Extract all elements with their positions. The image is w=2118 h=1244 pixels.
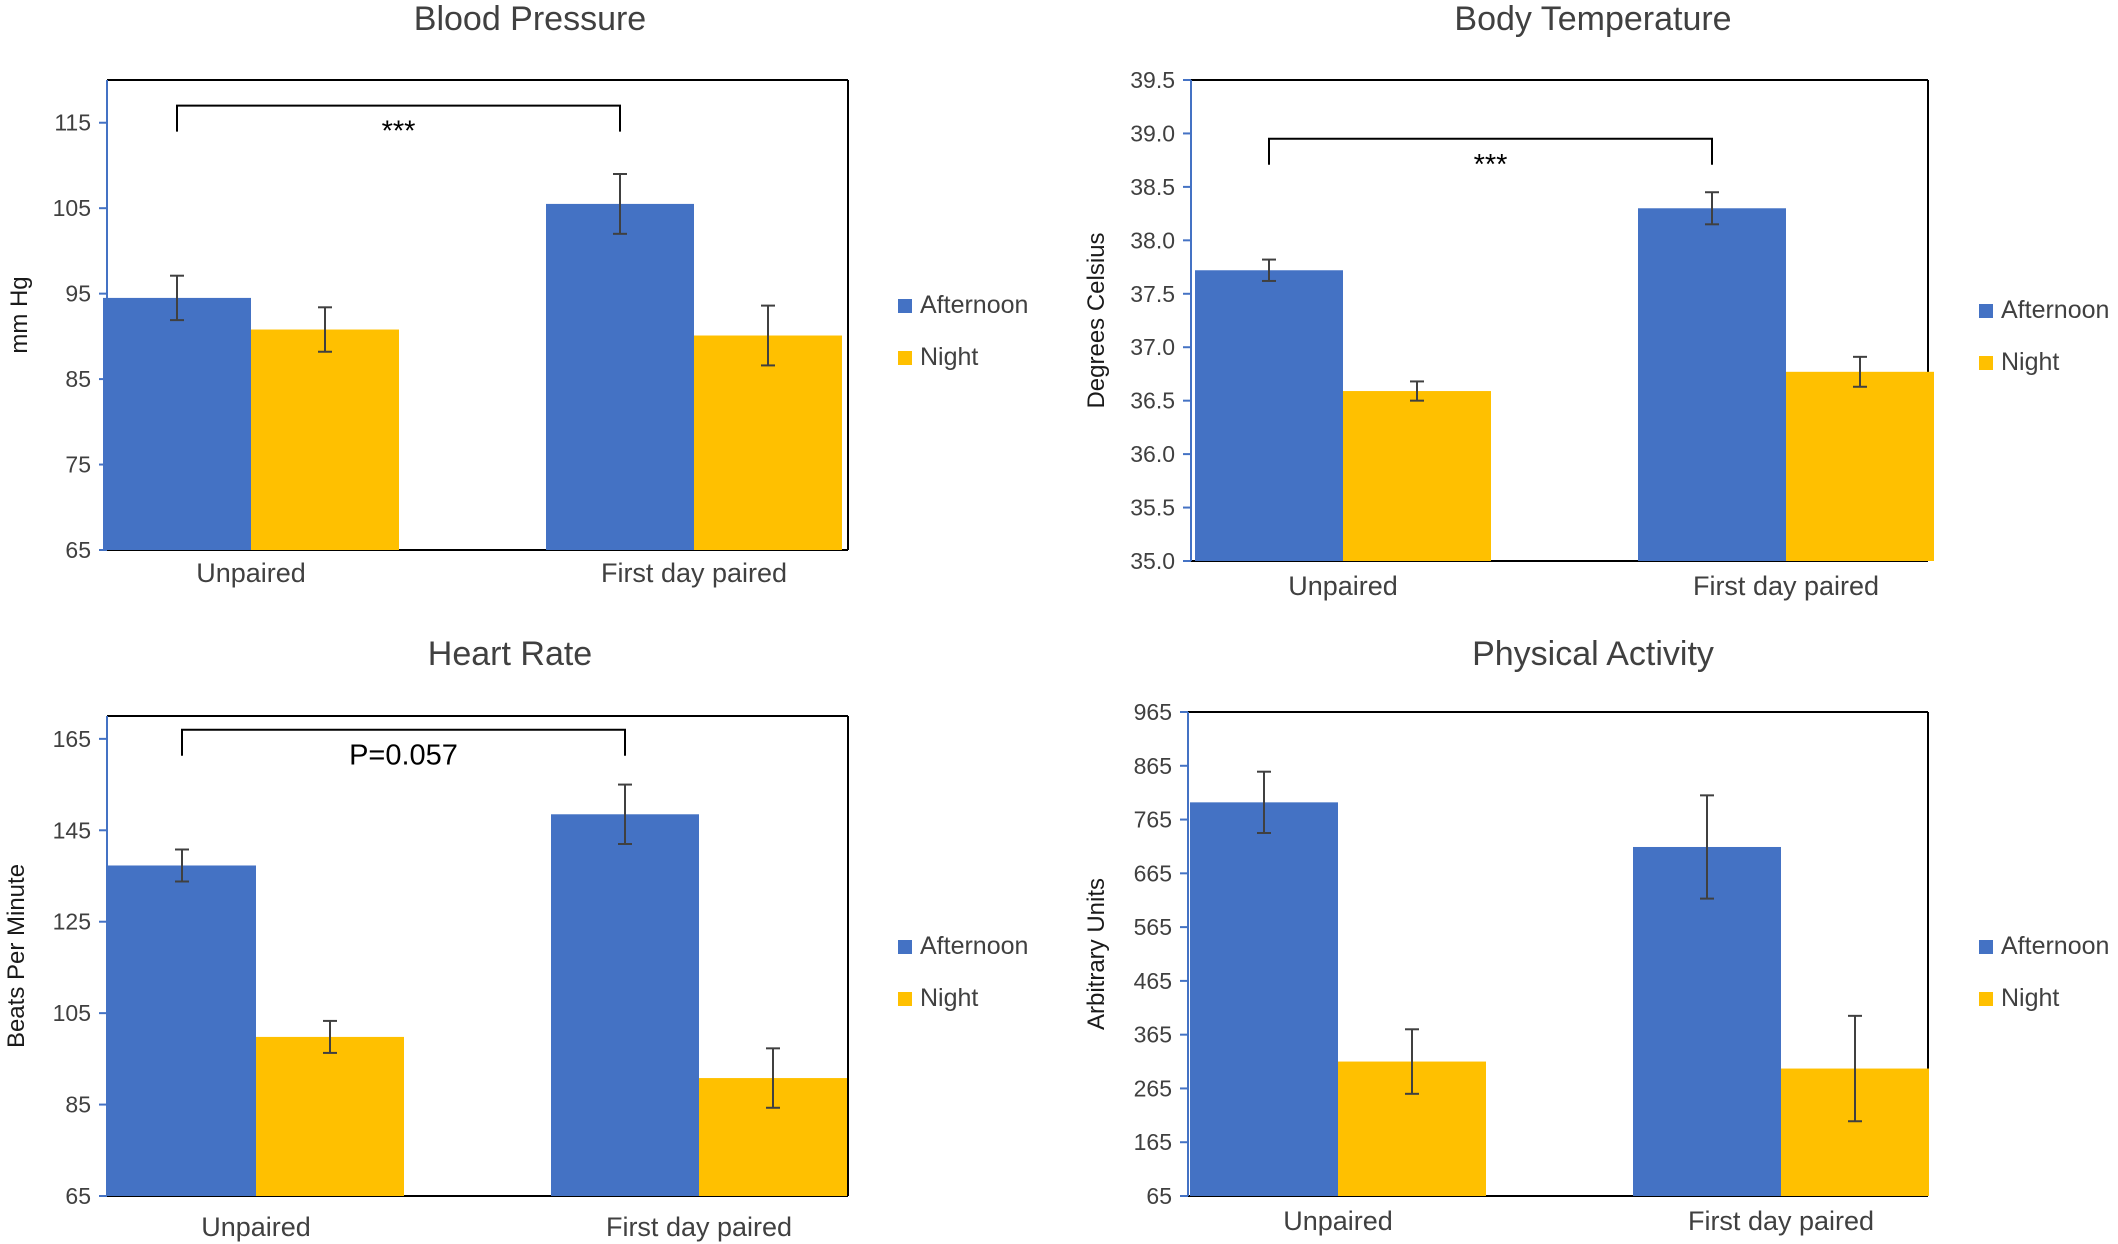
- significance-label: ***: [382, 116, 416, 148]
- y-tick-label: 37.0: [1130, 334, 1175, 360]
- legend-label-afternoon: Afternoon: [920, 291, 1028, 319]
- significance-bracket: [176, 104, 621, 132]
- y-tick-label: 85: [65, 366, 91, 392]
- y-tick-label: 265: [1134, 1075, 1172, 1101]
- chart-title: Body Temperature: [1454, 0, 1731, 38]
- y-tick-label: 35.5: [1130, 495, 1175, 521]
- x-category-label: First day paired: [1688, 1206, 1874, 1236]
- bar-afternoon-1: [1638, 208, 1786, 561]
- y-tick-label: 38.5: [1130, 174, 1175, 200]
- y-tick-label: 36.0: [1130, 441, 1175, 467]
- bar-afternoon-0: [1195, 270, 1343, 561]
- x-category-label: Unpaired: [196, 558, 306, 588]
- legend-swatch-afternoon: [898, 940, 912, 954]
- y-tick-label: 75: [65, 452, 91, 478]
- x-category-label: Unpaired: [1288, 571, 1398, 601]
- y-axis-label: Beats Per Minute: [3, 864, 30, 1048]
- y-tick-label: 37.5: [1130, 281, 1175, 307]
- legend-swatch-night: [898, 351, 912, 365]
- legend-swatch-night: [1979, 356, 1993, 370]
- legend-swatch-afternoon: [1979, 304, 1993, 318]
- legend-label-night: Night: [2001, 984, 2059, 1012]
- y-tick-label: 35.0: [1130, 548, 1175, 574]
- y-tick-label: 165: [1134, 1129, 1172, 1155]
- legend-label-afternoon: Afternoon: [920, 932, 1028, 960]
- bar-night-0: [1343, 391, 1491, 561]
- y-tick-label: 38.0: [1130, 227, 1175, 253]
- y-tick-label: 145: [53, 817, 91, 843]
- bar-night-0: [256, 1036, 404, 1196]
- bar-afternoon-0: [108, 865, 256, 1196]
- bar-afternoon-0: [1190, 802, 1338, 1196]
- significance-bracket: [181, 728, 626, 756]
- y-tick-label: 39.5: [1130, 67, 1175, 93]
- y-tick-label: 39.0: [1130, 120, 1175, 146]
- significance-label: ***: [1474, 149, 1508, 181]
- x-category-label: First day paired: [601, 558, 787, 588]
- bar-night-1: [1786, 371, 1934, 561]
- y-tick-label: 665: [1134, 860, 1172, 886]
- y-tick-label: 65: [65, 1183, 91, 1209]
- x-category-label: First day paired: [1693, 571, 1879, 601]
- y-axis-label: Arbitrary Units: [1083, 878, 1110, 1030]
- y-tick-label: 115: [54, 110, 91, 136]
- y-tick-label: 125: [53, 909, 91, 935]
- y-tick-label: 105: [53, 195, 91, 221]
- y-tick-label: 965: [1134, 699, 1172, 725]
- significance-bracket: [1268, 137, 1713, 165]
- y-tick-label: 165: [53, 726, 91, 752]
- y-tick-label: 365: [1134, 1022, 1172, 1048]
- legend-swatch-afternoon: [1979, 940, 1993, 954]
- y-tick-label: 65: [1146, 1183, 1172, 1209]
- chart-title: Physical Activity: [1472, 635, 1714, 673]
- bar-afternoon-1: [551, 814, 699, 1196]
- y-tick-label: 565: [1134, 914, 1172, 940]
- legend-label-night: Night: [2001, 348, 2059, 376]
- bar-afternoon-1: [1633, 846, 1781, 1196]
- x-category-label: Unpaired: [1283, 1206, 1393, 1236]
- y-tick-label: 65: [65, 537, 91, 563]
- y-tick-label: 465: [1134, 968, 1172, 994]
- x-category-label: Unpaired: [201, 1212, 311, 1242]
- x-category-label: First day paired: [606, 1212, 792, 1242]
- significance-label: P=0.057: [349, 740, 458, 772]
- bar-afternoon-1: [546, 203, 694, 550]
- legend-swatch-night: [898, 992, 912, 1006]
- legend-swatch-afternoon: [898, 299, 912, 313]
- legend-label-night: Night: [920, 984, 978, 1012]
- legend-label-afternoon: Afternoon: [2001, 932, 2109, 960]
- chart-title: Blood Pressure: [414, 0, 646, 38]
- legend-label-afternoon: Afternoon: [2001, 296, 2109, 324]
- bar-night-0: [251, 329, 399, 550]
- legend-swatch-night: [1979, 992, 1993, 1006]
- y-tick-label: 36.5: [1130, 388, 1175, 414]
- bar-afternoon-0: [103, 297, 251, 550]
- y-tick-label: 95: [65, 281, 91, 307]
- y-tick-label: 105: [53, 1000, 91, 1026]
- y-axis-label: Degrees Celsius: [1083, 232, 1110, 408]
- y-tick-label: 765: [1134, 807, 1172, 833]
- y-tick-label: 85: [65, 1092, 91, 1118]
- y-tick-label: 865: [1134, 753, 1172, 779]
- bar-night-1: [694, 335, 842, 550]
- chart-title: Heart Rate: [428, 635, 592, 673]
- legend-label-night: Night: [920, 343, 978, 371]
- y-axis-label: mm Hg: [6, 276, 33, 353]
